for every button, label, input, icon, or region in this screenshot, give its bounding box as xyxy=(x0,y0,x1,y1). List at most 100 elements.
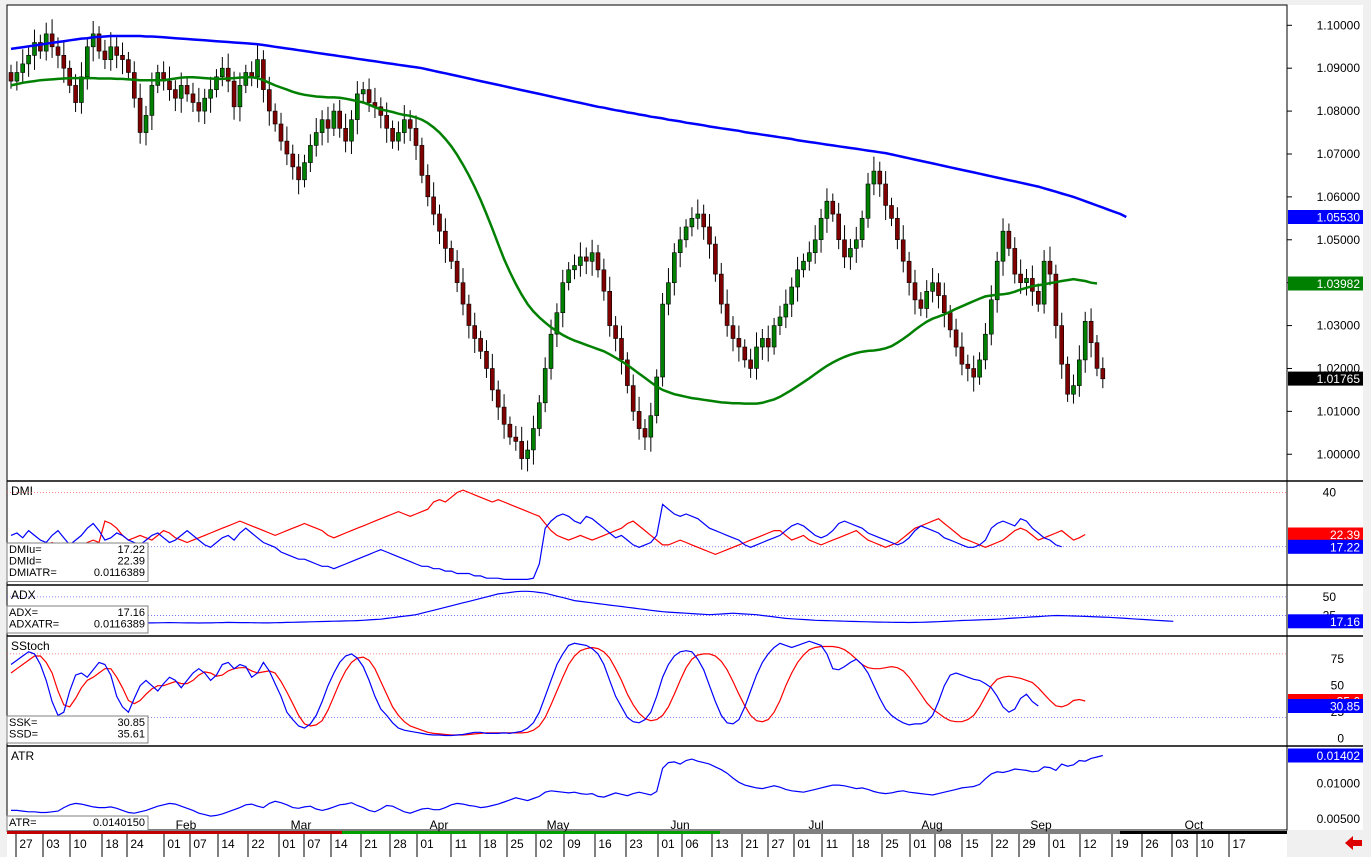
candle-body xyxy=(167,80,172,90)
day-label: 06 xyxy=(685,837,699,851)
candle xyxy=(1006,223,1012,257)
candle xyxy=(90,21,96,62)
candle-body xyxy=(184,85,190,95)
candle xyxy=(613,316,618,352)
adx-value-label: 17.16 xyxy=(1330,615,1360,629)
candle-body xyxy=(806,252,812,262)
candle xyxy=(1000,218,1006,276)
price-tick-label: 1.10000 xyxy=(1317,18,1361,32)
candle xyxy=(724,289,730,337)
left-arrow-icon[interactable] xyxy=(1345,836,1362,850)
candle xyxy=(190,82,196,112)
candle xyxy=(132,61,137,108)
month-label: Mar xyxy=(291,818,312,832)
sstoch-readout-value: 35.61 xyxy=(117,729,145,741)
candle xyxy=(654,369,660,424)
candle-body xyxy=(413,128,419,146)
candle-body xyxy=(765,338,771,348)
candle-body xyxy=(261,59,266,90)
candle-body xyxy=(554,312,560,335)
day-label: 01 xyxy=(913,837,927,851)
candle xyxy=(290,144,296,180)
candle-body xyxy=(196,102,202,112)
candle xyxy=(167,66,172,101)
candle xyxy=(912,269,918,315)
candle-body xyxy=(572,265,577,271)
day-label: 18 xyxy=(483,837,497,851)
candle xyxy=(783,289,789,329)
day-label: 24 xyxy=(130,837,144,851)
candle-body xyxy=(79,76,84,103)
candle xyxy=(255,45,260,88)
adx-readout-value: 17.16 xyxy=(117,607,145,619)
atr-tick-label: 0.01000 xyxy=(1317,777,1361,791)
candle-body xyxy=(102,50,108,60)
candle-body xyxy=(959,346,965,365)
candle xyxy=(73,74,78,112)
candle-body xyxy=(836,213,842,241)
candle xyxy=(214,69,219,98)
candle-body xyxy=(354,93,360,120)
atr-line xyxy=(11,754,1103,817)
ema50-line xyxy=(10,75,1098,405)
sstoch-tick-label: 0 xyxy=(1337,732,1344,746)
candle-body xyxy=(801,260,806,271)
candle xyxy=(313,118,319,157)
candle xyxy=(1024,269,1029,296)
candle-body xyxy=(677,239,683,254)
candle xyxy=(671,243,677,296)
candle xyxy=(448,240,454,269)
candle-body xyxy=(589,252,595,262)
day-label: 19 xyxy=(1115,837,1129,851)
candle xyxy=(930,268,935,303)
candle xyxy=(38,34,43,59)
atr-title: ATR xyxy=(11,749,34,763)
candle-body xyxy=(760,338,765,348)
day-label: 22 xyxy=(995,837,1009,851)
candle-body xyxy=(302,162,307,181)
candle xyxy=(460,268,466,316)
candle xyxy=(560,269,566,328)
candle-body xyxy=(789,286,795,305)
candle-body xyxy=(384,115,390,129)
candle xyxy=(1094,335,1100,377)
candle-body xyxy=(278,123,284,142)
candle-body xyxy=(366,89,372,103)
candle xyxy=(472,312,478,353)
candle xyxy=(677,226,683,268)
candle xyxy=(1047,246,1053,286)
candle-body xyxy=(988,299,994,335)
candle-body xyxy=(742,346,748,361)
candle-body xyxy=(237,85,243,108)
candle xyxy=(79,62,84,114)
candle-body xyxy=(877,170,883,185)
candle-body xyxy=(85,46,90,78)
candle xyxy=(771,317,777,355)
candle-body xyxy=(930,282,935,292)
main-value-tag xyxy=(1288,210,1363,224)
candle-body xyxy=(38,42,43,52)
candle-body xyxy=(542,368,548,404)
atr-tick-label: 0.00500 xyxy=(1317,812,1361,826)
candle xyxy=(625,352,630,394)
candle xyxy=(108,32,114,71)
candle-body xyxy=(8,72,14,82)
candle xyxy=(554,303,560,347)
candle xyxy=(713,236,718,282)
candle xyxy=(49,19,55,58)
candle-body xyxy=(1094,342,1100,369)
candle-body xyxy=(90,33,96,48)
candle xyxy=(895,207,900,250)
candle xyxy=(789,277,795,317)
candle-body xyxy=(525,449,530,459)
candle-body xyxy=(871,170,877,185)
candle-body xyxy=(906,260,912,283)
candle-body xyxy=(1077,359,1082,386)
candle xyxy=(760,329,765,360)
candle xyxy=(595,244,601,278)
candle xyxy=(801,253,806,278)
price-panel: 1.10000 1.09000 1.08000 1.07000 1.06000 1.050… xyxy=(8,18,1363,472)
dmi-readout-value: 0.0116389 xyxy=(94,567,145,579)
candle xyxy=(924,280,930,318)
candle xyxy=(648,402,654,452)
